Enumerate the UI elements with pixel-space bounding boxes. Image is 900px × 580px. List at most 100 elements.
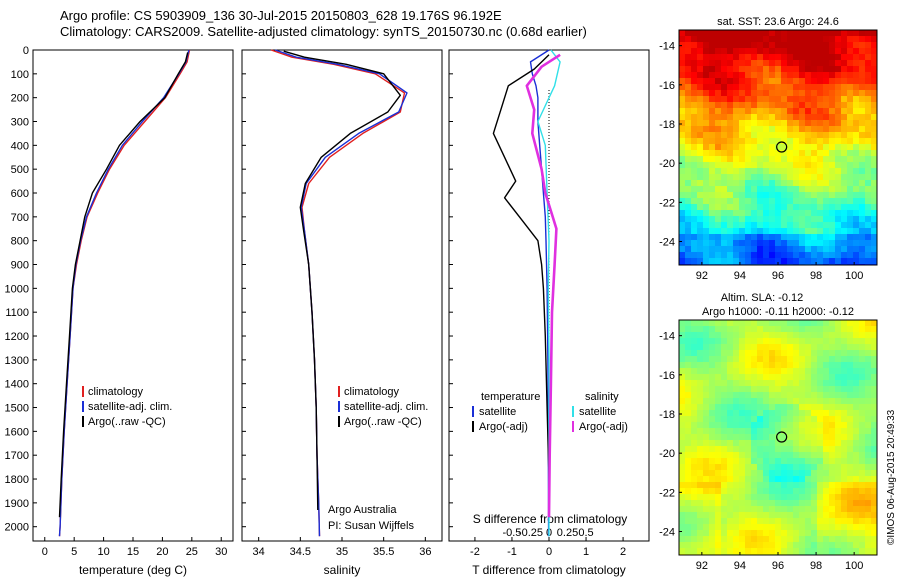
sst_map-cell bbox=[871, 168, 877, 174]
sst_map-cell bbox=[757, 102, 763, 108]
temperature-ytick-label: 1600 bbox=[5, 426, 29, 438]
sst_map-cell bbox=[745, 36, 751, 42]
sla_map-cell bbox=[799, 338, 805, 344]
sst_map-cell bbox=[775, 180, 781, 186]
sla_map-cell bbox=[721, 368, 727, 374]
sst_map-cell bbox=[763, 72, 769, 78]
sla_map-cell bbox=[799, 320, 805, 326]
sst_map-cell bbox=[751, 144, 757, 150]
sst_map-cell bbox=[835, 144, 841, 150]
sst_map-cell bbox=[781, 216, 787, 222]
sst_map-cell bbox=[679, 42, 685, 48]
sst_map-cell bbox=[781, 120, 787, 126]
sst_map-cell bbox=[691, 78, 697, 84]
sla_map-cell bbox=[721, 422, 727, 428]
sla_map-cell bbox=[691, 518, 697, 524]
sla_map-cell bbox=[793, 524, 799, 530]
sst_map-cell bbox=[865, 216, 871, 222]
sst_map-cell bbox=[847, 162, 853, 168]
sst_map-cell bbox=[763, 114, 769, 120]
sla_map-cell bbox=[727, 356, 733, 362]
sla_map-cell bbox=[835, 530, 841, 536]
sla_map-cell bbox=[739, 530, 745, 536]
sst_map-cell bbox=[721, 48, 727, 54]
sla_map-cell bbox=[793, 476, 799, 482]
sla_map-cell bbox=[811, 542, 817, 548]
sst_map-cell bbox=[835, 156, 841, 162]
sla_map-cell bbox=[775, 548, 781, 554]
sst_map-cell bbox=[805, 258, 811, 264]
sla_map-cell bbox=[757, 422, 763, 428]
sla_map-cell bbox=[697, 536, 703, 542]
sst_map-cell bbox=[865, 234, 871, 240]
difference-xtick-label: 1 bbox=[583, 546, 589, 558]
sla_map-cell bbox=[691, 500, 697, 506]
sla_map-cell bbox=[799, 380, 805, 386]
sst_map-cell bbox=[781, 78, 787, 84]
sst_map-cell bbox=[793, 30, 799, 36]
sst_map-cell bbox=[823, 246, 829, 252]
temperature-ytick-label: 100 bbox=[11, 69, 29, 81]
sla_map-cell bbox=[865, 470, 871, 476]
sst_map-cell bbox=[823, 204, 829, 210]
sst_map-cell bbox=[691, 234, 697, 240]
sst_map-cell bbox=[859, 36, 865, 42]
sla_map-cell bbox=[805, 416, 811, 422]
sla_map-cell bbox=[829, 428, 835, 434]
sla_map-cell bbox=[709, 434, 715, 440]
sla_map-cell bbox=[691, 422, 697, 428]
sst_map-cell bbox=[703, 240, 709, 246]
sla_map-cell bbox=[787, 380, 793, 386]
sst_map-cell bbox=[859, 30, 865, 36]
sla_map-cell bbox=[859, 542, 865, 548]
sst_map-cell bbox=[745, 72, 751, 78]
sla_map-cell bbox=[703, 500, 709, 506]
sla_map-cell bbox=[697, 428, 703, 434]
sla_map-cell bbox=[799, 512, 805, 518]
sla_map-cell bbox=[691, 482, 697, 488]
sla_map-cell bbox=[817, 482, 823, 488]
sst_map-cell bbox=[865, 60, 871, 66]
sla_map-cell bbox=[835, 446, 841, 452]
temperature-ytick-label: 1500 bbox=[5, 403, 29, 415]
sla_map-cell bbox=[775, 506, 781, 512]
sst_map-cell bbox=[769, 180, 775, 186]
sla_map-cell bbox=[823, 500, 829, 506]
sst_map-cell bbox=[739, 234, 745, 240]
sst_map-cell bbox=[685, 72, 691, 78]
sla_map-cell bbox=[871, 440, 877, 446]
sla_map-cell bbox=[691, 380, 697, 386]
sst_map-cell bbox=[823, 228, 829, 234]
sla_map-cell bbox=[841, 446, 847, 452]
temperature-legend-label: climatology bbox=[88, 386, 144, 398]
sla_map-cell bbox=[781, 548, 787, 554]
sla_map-cell bbox=[805, 506, 811, 512]
sst_map-cell bbox=[871, 186, 877, 192]
sst_map-cell bbox=[715, 54, 721, 60]
sla_map-ytick-label: -24 bbox=[659, 527, 675, 539]
sla_map-cell bbox=[811, 470, 817, 476]
sst_map-cell bbox=[757, 72, 763, 78]
sst_map-cell bbox=[727, 114, 733, 120]
sst_map-cell bbox=[751, 108, 757, 114]
sla_map-cell bbox=[829, 476, 835, 482]
sst_map-cell bbox=[697, 252, 703, 258]
sst_map-cell bbox=[841, 132, 847, 138]
sst_map-cell bbox=[793, 138, 799, 144]
sst_map-cell bbox=[847, 102, 853, 108]
sst_map-cell bbox=[817, 42, 823, 48]
sst_map-cell bbox=[679, 168, 685, 174]
sst_map-cell bbox=[841, 144, 847, 150]
sla_map-cell bbox=[715, 434, 721, 440]
sst_map-cell bbox=[793, 180, 799, 186]
sst_map-cell bbox=[691, 114, 697, 120]
sst_map-cell bbox=[691, 174, 697, 180]
sla_map-cell bbox=[745, 434, 751, 440]
sst_map-cell bbox=[841, 150, 847, 156]
sst_map-cell bbox=[769, 228, 775, 234]
sla_map-cell bbox=[805, 326, 811, 332]
sst_map-cell bbox=[757, 78, 763, 84]
sst_map-cell bbox=[697, 108, 703, 114]
sla_map-cell bbox=[739, 392, 745, 398]
sla_map-cell bbox=[799, 392, 805, 398]
